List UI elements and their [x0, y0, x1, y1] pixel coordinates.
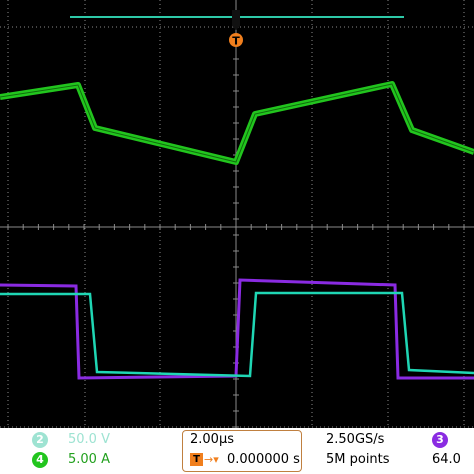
ch4-scale[interactable]: 5.00 A	[68, 452, 110, 467]
waveform-screen: T	[0, 0, 474, 428]
horizontal-panel[interactable]	[182, 430, 302, 472]
ch3-value[interactable]: 64.0	[432, 452, 461, 467]
trigger-marker-label: T	[232, 35, 240, 48]
ch3-trace	[0, 278, 474, 380]
trigger-pointer-icon	[232, 10, 240, 30]
record-length: 5M points	[326, 452, 390, 467]
trigger-badge-icon	[229, 33, 243, 47]
ch4-badge[interactable]: 4	[32, 452, 48, 468]
ch2-badge[interactable]: 2	[32, 432, 48, 448]
trigger-position-marker[interactable]: T	[229, 10, 243, 48]
trigger-position-value[interactable]: 0.000000 s	[227, 452, 300, 467]
trigger-arrow-icon: →▾	[204, 453, 219, 466]
ch4-current-trace-noise	[0, 83, 474, 163]
ch3-badge[interactable]: 3	[432, 432, 448, 448]
sample-rate: 2.50GS/s	[326, 432, 385, 447]
ch2-voltage-trace	[0, 291, 474, 378]
trigger-icon: T	[190, 453, 203, 466]
ch2-scale[interactable]: 50.0 V	[68, 432, 110, 447]
status-bar: 2 50.0 V 4 5.00 A 2.00µs T →▾ 0.000000 s…	[0, 428, 474, 474]
timebase-value[interactable]: 2.00µs	[190, 432, 234, 447]
